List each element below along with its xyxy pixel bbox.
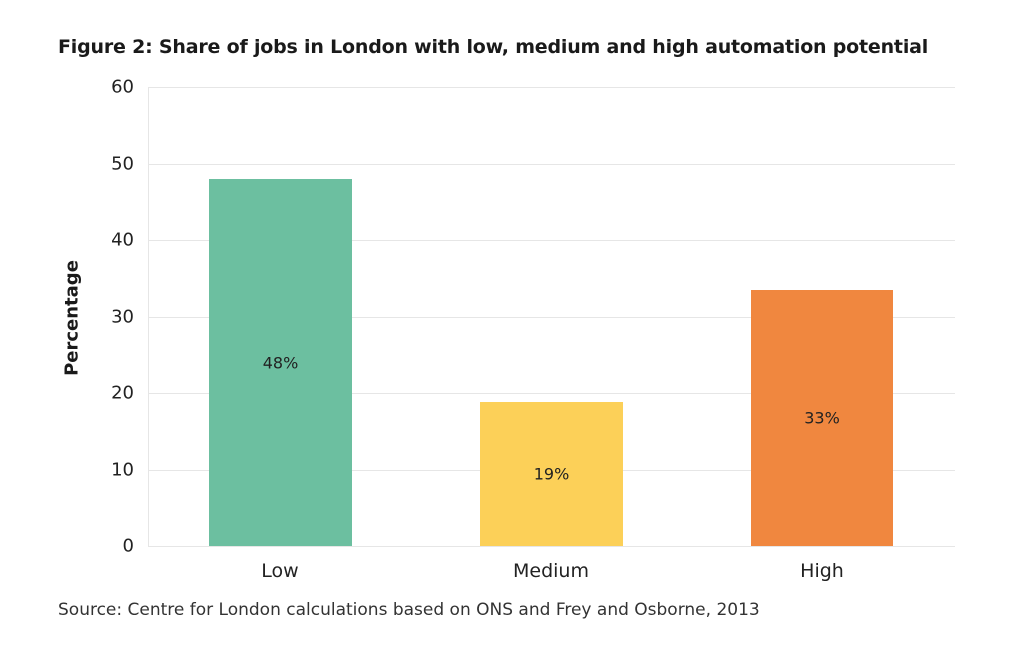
- bar-label-medium: 19%: [533, 464, 570, 484]
- y-tick-10: 10: [111, 459, 134, 480]
- source-note: Source: Centre for London calculations b…: [58, 600, 760, 620]
- y-tick-40: 40: [111, 229, 134, 251]
- bar-low: 48%: [209, 179, 352, 546]
- x-tick-low: Low: [261, 560, 299, 582]
- bar-medium: 19%: [480, 402, 623, 546]
- y-axis-line: [148, 87, 149, 546]
- chart-title: Figure 2: Share of jobs in London with l…: [58, 36, 929, 58]
- gridline-60: [148, 87, 955, 88]
- x-tick-medium: Medium: [513, 560, 589, 582]
- x-tick-high: High: [800, 560, 844, 582]
- plot-area: 48% 19% 33%: [148, 87, 955, 547]
- bar-label-low: 48%: [262, 353, 299, 372]
- gridline-50: [148, 163, 955, 165]
- bar-high: 33%: [751, 290, 893, 546]
- y-tick-20: 20: [111, 382, 134, 404]
- gridline-30: [148, 316, 955, 318]
- y-tick-0: 0: [122, 535, 134, 557]
- y-tick-60: 60: [111, 76, 134, 98]
- y-tick-50: 50: [111, 153, 134, 174]
- gridline-40: [148, 240, 955, 241]
- bar-label-high: 33%: [804, 408, 840, 428]
- y-tick-30: 30: [111, 306, 134, 327]
- gridline-20: [148, 393, 955, 394]
- gridline-0: [148, 546, 955, 547]
